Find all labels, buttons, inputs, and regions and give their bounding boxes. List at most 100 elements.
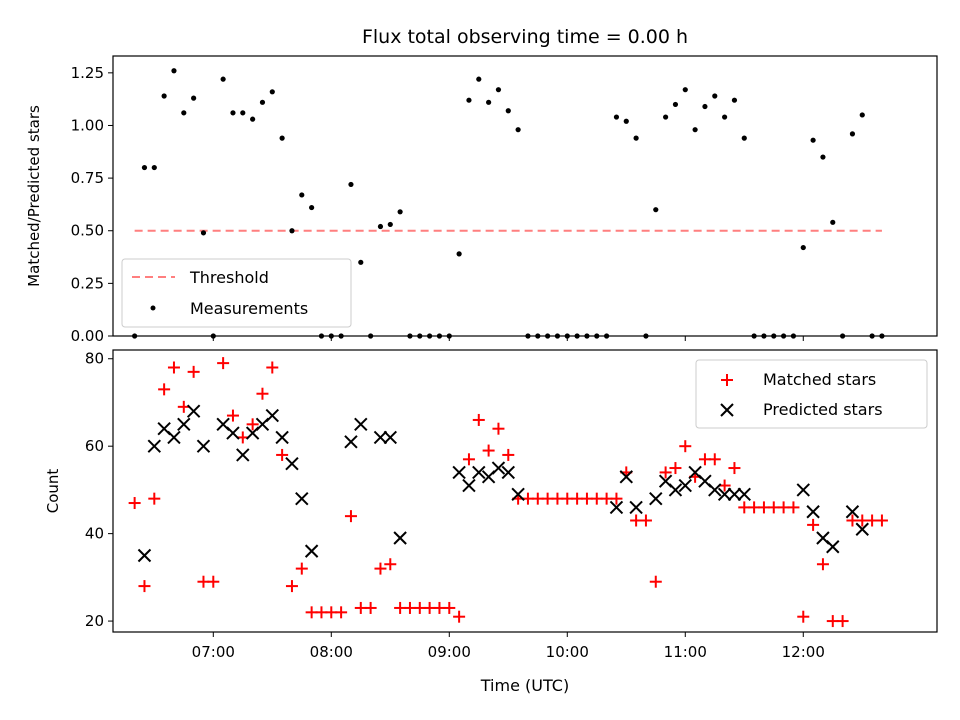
predicted-star-point xyxy=(806,505,820,519)
bottom-y-axis-label: Count xyxy=(44,469,62,514)
measurement-point xyxy=(613,114,620,120)
matched-star-point xyxy=(728,462,741,475)
matched-star-point xyxy=(462,453,475,466)
predicted-star-point xyxy=(511,487,525,501)
bottom-axes-frame xyxy=(112,349,938,633)
measurement-point xyxy=(191,95,197,101)
matched-star-point xyxy=(787,501,800,514)
measurement-point xyxy=(377,223,384,230)
predicted-star-point xyxy=(826,540,840,554)
legend-matched-label: Matched stars xyxy=(763,370,876,389)
matched-star-point xyxy=(374,562,387,575)
matched-star-point xyxy=(344,510,357,523)
x-tick-label: 08:00 xyxy=(310,643,353,661)
matched-star-point xyxy=(649,575,662,588)
predicted-star-point xyxy=(373,430,388,445)
matched-star-point xyxy=(285,580,298,593)
matched-star-point xyxy=(443,601,456,614)
measurement-point xyxy=(672,101,679,108)
measurement-point xyxy=(151,164,157,171)
y-tick-label: 20 xyxy=(85,612,104,630)
measurement-point xyxy=(456,251,462,257)
y-tick-label: 1.00 xyxy=(71,116,104,134)
predicted-star-point xyxy=(196,439,211,453)
measurement-point xyxy=(653,207,659,213)
matched-star-point xyxy=(148,492,161,505)
measurement-point xyxy=(692,127,698,133)
measurement-point xyxy=(259,99,266,105)
y-tick-label: 40 xyxy=(85,525,104,543)
matched-star-point xyxy=(453,610,466,623)
matched-star-point xyxy=(472,413,485,426)
matched-star-point xyxy=(236,431,249,444)
measurement-point xyxy=(220,76,226,82)
y-tick-label: 0.50 xyxy=(71,222,104,240)
measurement-point xyxy=(682,87,688,93)
top-legend-box xyxy=(121,258,352,328)
top-legend: Threshold Measurements xyxy=(121,258,352,328)
matched-star-point xyxy=(659,466,672,479)
top-axes-frame xyxy=(112,55,938,337)
top-y-axis-label: Matched/Predicted stars xyxy=(25,105,43,287)
measurement-point xyxy=(309,204,315,211)
y-tick-label: 60 xyxy=(85,437,104,455)
measurement-point xyxy=(810,137,816,143)
matched-star-point xyxy=(246,418,259,431)
measurement-point xyxy=(800,244,806,251)
matched-star-point xyxy=(875,514,888,527)
predicted-star-point xyxy=(354,417,368,432)
predicted-star-point xyxy=(462,478,476,493)
predicted-star-point xyxy=(265,408,280,423)
measurement-point xyxy=(859,112,865,118)
predicted-star-point xyxy=(137,548,152,563)
measurement-point xyxy=(161,93,167,99)
x-tick-label: 10:00 xyxy=(546,643,589,661)
legend-predicted-swatch xyxy=(720,403,734,417)
matched-star-point xyxy=(639,514,652,527)
y-tick-label: 0.00 xyxy=(71,327,104,345)
legend-measurements-swatch xyxy=(150,305,156,311)
measurement-point xyxy=(495,87,502,93)
matched-star-point xyxy=(708,453,721,466)
measurement-point xyxy=(849,131,856,137)
measurement-point xyxy=(358,259,364,265)
legend-threshold-label: Threshold xyxy=(189,268,269,287)
predicted-star-point xyxy=(344,435,358,449)
measurement-point xyxy=(397,209,403,215)
x-tick-label: 09:00 xyxy=(428,643,471,661)
bottom-legend: Matched stars Predicted stars xyxy=(695,359,928,429)
predicted-star-point xyxy=(609,500,624,515)
x-tick-label: 11:00 xyxy=(664,643,707,661)
measurement-point xyxy=(702,103,708,110)
measurement-point xyxy=(712,93,718,99)
x-axis-label: Time (UTC) xyxy=(480,676,569,695)
predicted-star-point xyxy=(285,456,299,471)
measurement-point xyxy=(141,164,148,171)
predicted-star-point xyxy=(236,448,250,462)
matched-star-point xyxy=(167,361,180,374)
predicted-star-point xyxy=(275,430,289,445)
measurement-point xyxy=(240,110,246,116)
measurement-point xyxy=(741,135,747,141)
measurement-point xyxy=(633,135,639,141)
predicted-star-point xyxy=(717,487,732,501)
matched-star-point xyxy=(217,357,230,370)
matched-star-point xyxy=(807,518,820,531)
predicted-star-point xyxy=(678,478,692,493)
measurement-point xyxy=(623,118,629,124)
x-tick-label: 07:00 xyxy=(192,643,235,661)
predicted-star-point xyxy=(472,465,486,480)
measurement-point xyxy=(820,154,826,160)
matched-star-point xyxy=(679,440,692,453)
y-tick-label: 0.25 xyxy=(71,274,104,292)
matched-star-point xyxy=(492,422,505,435)
predicted-star-point xyxy=(147,439,162,453)
measurement-point xyxy=(269,89,275,95)
predicted-star-point xyxy=(629,500,643,515)
predicted-star-point xyxy=(295,491,309,506)
predicted-star-point xyxy=(452,465,466,480)
predicted-star-point xyxy=(226,426,240,440)
y-tick-label: 1.25 xyxy=(71,64,104,82)
matched-star-point xyxy=(482,444,495,457)
